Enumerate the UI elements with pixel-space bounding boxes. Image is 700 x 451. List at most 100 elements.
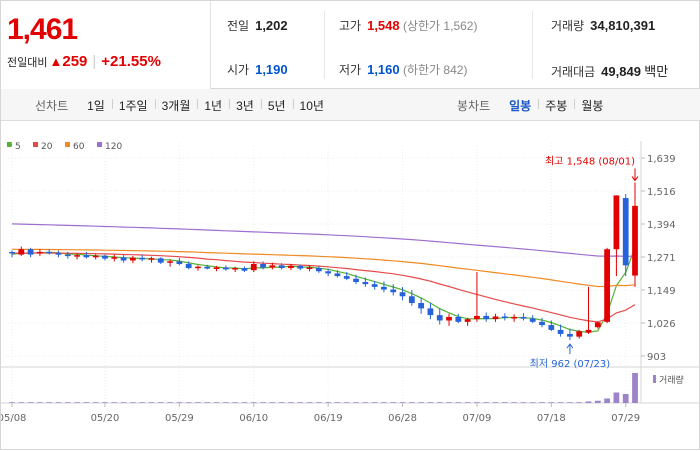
daily-candle-button[interactable]: 일봉 bbox=[509, 98, 532, 113]
legend-label: 60 bbox=[73, 142, 85, 152]
period-1d-button[interactable]: 1일 bbox=[87, 98, 105, 113]
volume-bar bbox=[362, 402, 369, 403]
volume-bar bbox=[492, 402, 499, 403]
volume-bar bbox=[622, 394, 629, 403]
y-tick-label: 1,149 bbox=[647, 286, 676, 297]
amount-label: 거래대금 bbox=[551, 65, 596, 79]
candle-down bbox=[297, 265, 304, 269]
x-tick-label: 07/09 bbox=[463, 413, 492, 424]
candle-down bbox=[557, 329, 564, 334]
x-tick-label: 07/18 bbox=[537, 413, 566, 424]
candle-down bbox=[83, 255, 90, 258]
candle-down bbox=[539, 321, 545, 326]
moving-average-lines bbox=[11, 223, 636, 333]
candle-down bbox=[622, 198, 629, 266]
candle-down bbox=[418, 303, 425, 309]
candle-up bbox=[288, 265, 294, 269]
period-10y-button[interactable]: 10년 bbox=[292, 97, 331, 114]
period-toolbar: 선차트 1일 1주일 3개월 1년 3년 5년 10년 봉차트 일봉 주봉 월봉 bbox=[1, 89, 700, 121]
candle-up bbox=[195, 266, 201, 269]
period-1y-button[interactable]: 1년 bbox=[197, 97, 229, 114]
volume-bar bbox=[371, 402, 378, 403]
y-axis: 1,639 1,516 1,394 1,271 1,149 1,026 903 bbox=[641, 154, 676, 363]
y-tick-label: 903 bbox=[647, 352, 666, 363]
x-tick-label: 06/28 bbox=[388, 413, 417, 424]
candle-down bbox=[483, 315, 490, 320]
candle-up bbox=[148, 258, 155, 260]
candle-up bbox=[492, 316, 499, 320]
y-tick-label: 1,026 bbox=[647, 319, 676, 330]
low-label: 저가 bbox=[339, 63, 362, 77]
candle-down bbox=[548, 325, 555, 330]
volume: 거래량 34,810,391 bbox=[551, 17, 655, 34]
candle-up bbox=[92, 255, 99, 258]
line-chart-periods: 선차트 1일 1주일 3개월 1년 3년 5년 10년 bbox=[35, 89, 331, 121]
volume-bar bbox=[381, 402, 387, 403]
low-arrow-icon bbox=[566, 343, 574, 355]
monthly-candle-button[interactable]: 월봉 bbox=[574, 97, 610, 114]
weekly-candle-button[interactable]: 주봉 bbox=[538, 97, 574, 114]
change-label: 전일대비 bbox=[7, 57, 48, 69]
low-value: 1,160 bbox=[367, 62, 400, 77]
period-1w-button[interactable]: 1주일 bbox=[111, 97, 155, 114]
period-3m-button[interactable]: 3개월 bbox=[154, 97, 198, 114]
volume-bar bbox=[455, 402, 462, 403]
volume-bar bbox=[427, 402, 434, 403]
open-price: 시가 1,190 bbox=[227, 61, 288, 78]
change-value: 259 bbox=[62, 53, 88, 70]
candle-up bbox=[269, 265, 276, 268]
x-tick-label: 05/29 bbox=[165, 413, 194, 424]
volume-bar bbox=[474, 402, 480, 403]
volume-bar bbox=[120, 402, 127, 403]
volume-bar bbox=[74, 402, 80, 403]
period-3y-button[interactable]: 3년 bbox=[229, 97, 261, 114]
volume-bar bbox=[55, 402, 62, 403]
y-tick-label: 1,639 bbox=[647, 154, 676, 165]
x-tick-label: 07/29 bbox=[611, 413, 640, 424]
legend-label: 5 bbox=[15, 142, 21, 152]
trade-amount: 거래대금 49,849 백만 bbox=[551, 61, 668, 80]
volume-label: 거래량 bbox=[551, 19, 585, 33]
prev-close-label: 전일 bbox=[227, 19, 250, 33]
volume-bar bbox=[501, 402, 508, 403]
x-tick-label: 05/08 bbox=[1, 413, 26, 424]
current-price: 1,461 bbox=[7, 13, 78, 46]
volume-bar bbox=[176, 402, 183, 403]
open-value: 1,190 bbox=[255, 62, 288, 77]
volume-bar bbox=[585, 401, 592, 403]
high-price: 고가 1,548 (상한가 1,562) bbox=[339, 17, 477, 34]
candle-up bbox=[167, 261, 173, 263]
volume-bar bbox=[167, 402, 173, 403]
volume-bar bbox=[408, 402, 415, 403]
volume-bar bbox=[594, 400, 601, 403]
volume-bar bbox=[418, 402, 425, 403]
candle-down bbox=[390, 289, 397, 293]
candle-down bbox=[278, 265, 285, 269]
volume-bar bbox=[436, 402, 443, 403]
volume-bar bbox=[464, 402, 471, 403]
candlesticks bbox=[9, 182, 638, 341]
price-summary: 1,461 전일대비 ▲259 | +21.55% 전일 1,202 시가 1,190 고… bbox=[1, 1, 700, 89]
candle-up bbox=[585, 329, 592, 333]
period-5y-button[interactable]: 5년 bbox=[260, 97, 293, 114]
candle-down bbox=[204, 266, 211, 269]
legend-swatch bbox=[7, 142, 12, 147]
candle-down bbox=[46, 251, 53, 254]
price-chart[interactable]: 5 20 60 120 1,639 1,516 1,394 1,271 1,149 1,026 9… bbox=[1, 121, 700, 451]
volume-bar bbox=[511, 402, 518, 403]
x-tick-label: 06/19 bbox=[314, 413, 343, 424]
volume-bar bbox=[297, 402, 304, 403]
candle-down bbox=[353, 278, 359, 283]
candle-up bbox=[306, 267, 313, 269]
volume-bar bbox=[241, 402, 248, 403]
candle-down bbox=[102, 255, 108, 259]
high-label: 고가 bbox=[339, 19, 362, 33]
volume-bar bbox=[185, 402, 192, 403]
up-arrow-icon: ▲ bbox=[49, 54, 63, 69]
low-annotation: 최저 962 (07/23) bbox=[530, 358, 611, 370]
candle-down bbox=[427, 308, 434, 316]
legend-label: 20 bbox=[41, 142, 53, 152]
ma-60-line bbox=[12, 248, 636, 288]
candle-down bbox=[120, 257, 127, 261]
volume-bar bbox=[520, 402, 527, 403]
